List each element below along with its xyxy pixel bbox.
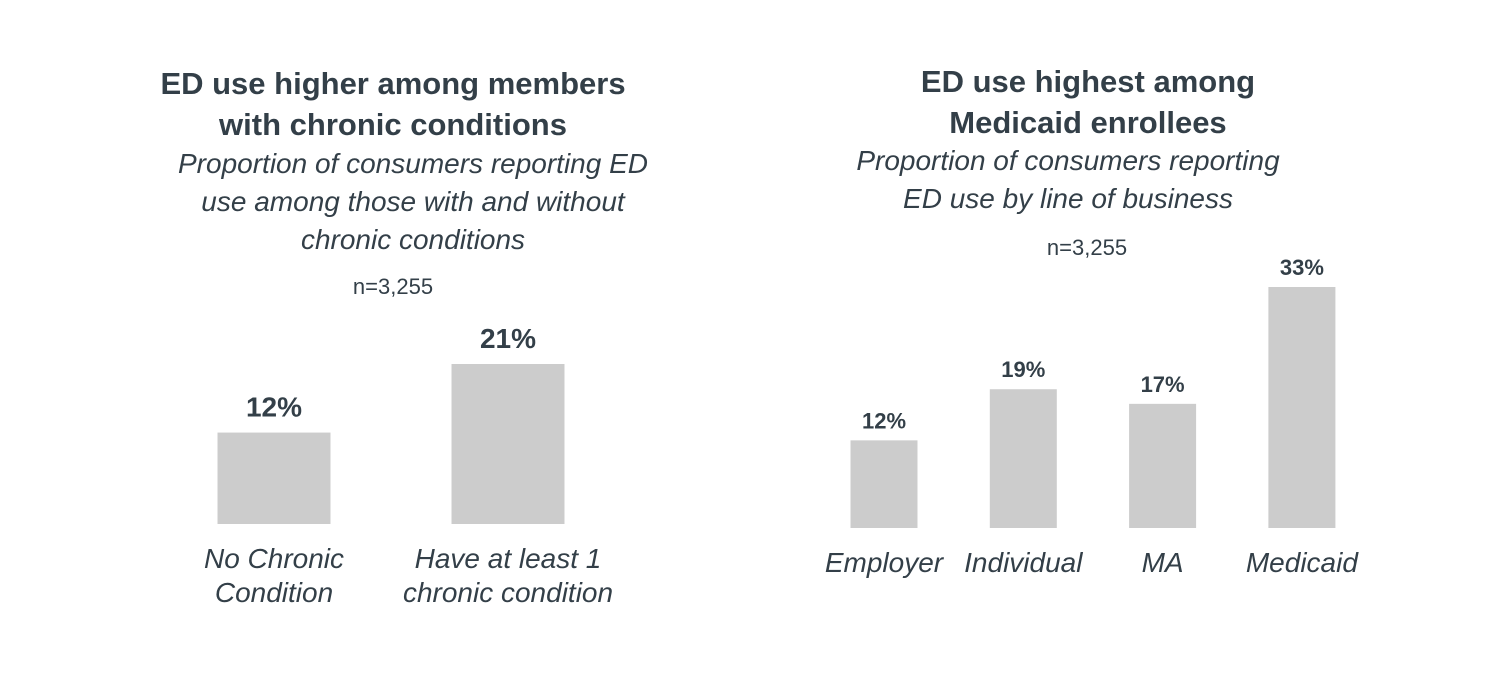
chart1-category-label-1: Have at least 1 chronic condition xyxy=(403,543,613,608)
chart2-value-label-0: 12% xyxy=(862,408,906,433)
chart2-category-label-0: Employer xyxy=(825,547,945,578)
chart2-category-label-1: Individual xyxy=(964,547,1083,578)
chart2-bar-1 xyxy=(989,389,1057,528)
chart2-title: ED use highest among Medicaid enrollees xyxy=(920,64,1256,140)
chart1-title: ED use higher among members with chronic… xyxy=(160,66,626,142)
chart2-value-label-2: 17% xyxy=(1141,372,1185,397)
chart1-category-label-0: No Chronic Condition xyxy=(204,543,344,608)
chart2-value-label-3: 33% xyxy=(1280,255,1324,280)
chart1-sample-size: n=3,255 xyxy=(352,274,434,299)
chart1-subtitle: Proportion of consumers reporting ED use… xyxy=(178,148,648,255)
chart1-plot: 12% No Chronic Condition 21% Have at least 1… xyxy=(204,323,613,608)
chart2-category-label-3: Medicaid xyxy=(1246,547,1359,578)
chart2-bar-0 xyxy=(850,440,918,528)
chart1-value-label-0: 12% xyxy=(246,392,302,423)
chart2-bar-3 xyxy=(1268,287,1336,528)
chart2-value-label-1: 19% xyxy=(1001,357,1045,382)
chart1-value-label-1: 21% xyxy=(480,323,536,354)
chart2-category-label-2: MA xyxy=(1142,547,1184,578)
chart2-sample-size: n=3,255 xyxy=(1046,235,1128,260)
chart1-bar-1 xyxy=(451,364,565,524)
chart2-bar-2 xyxy=(1129,403,1197,528)
chart2-plot: 12% Employer 19% Individual 17% MA 33% Medicaid xyxy=(825,255,1359,578)
chart2-subtitle: Proportion of consumers reporting ED use… xyxy=(856,145,1280,214)
chart1-bar-0 xyxy=(217,432,331,524)
